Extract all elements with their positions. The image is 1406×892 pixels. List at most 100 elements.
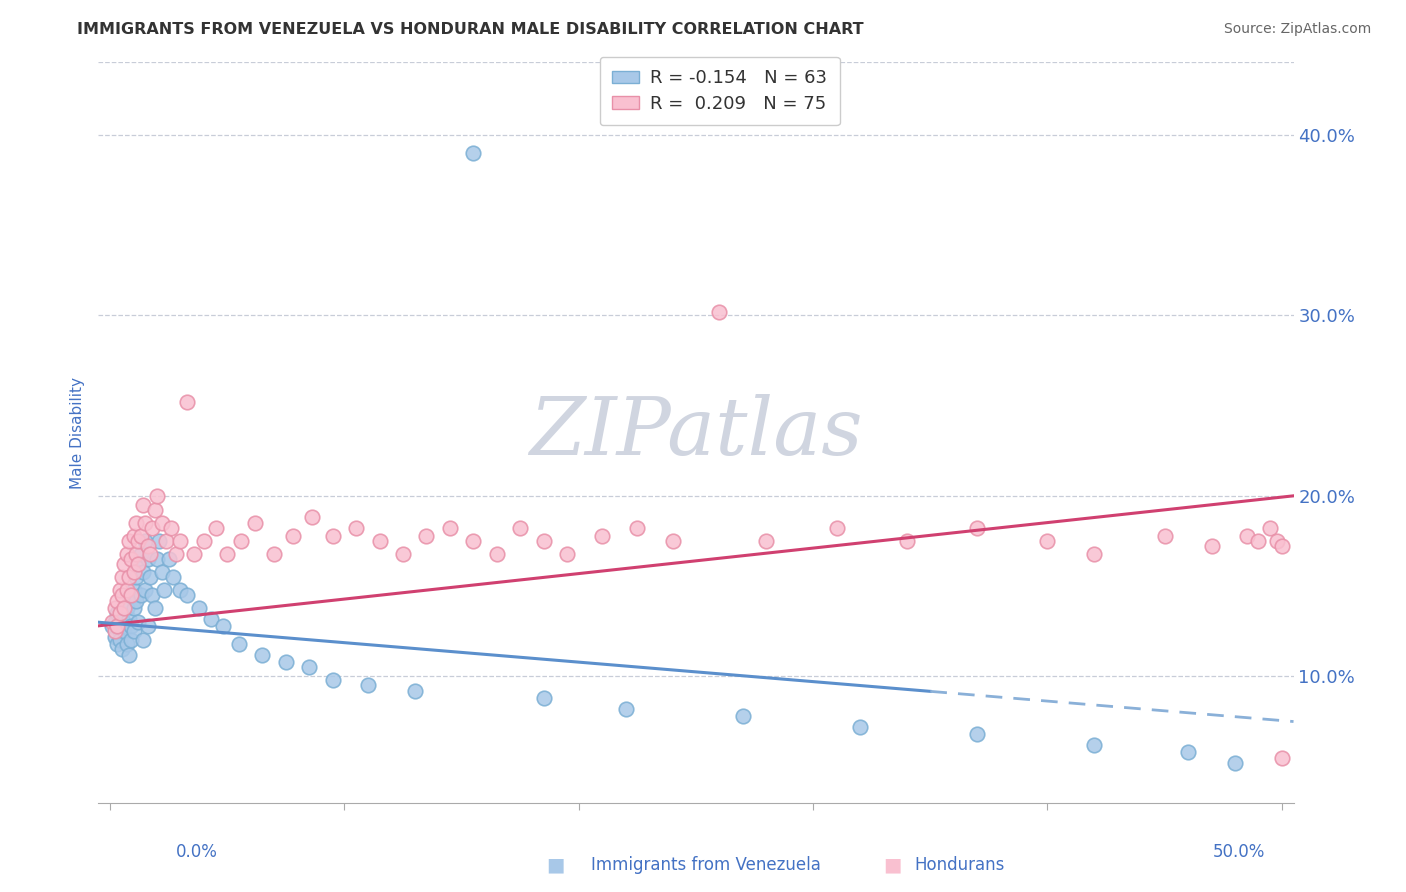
Text: Source: ZipAtlas.com: Source: ZipAtlas.com xyxy=(1223,22,1371,37)
Point xyxy=(533,691,555,706)
Point xyxy=(112,619,135,633)
Point xyxy=(141,521,163,535)
Point xyxy=(127,615,149,630)
Point xyxy=(115,637,138,651)
Point xyxy=(108,633,131,648)
Point xyxy=(112,624,135,639)
Point xyxy=(188,600,211,615)
Point xyxy=(463,533,485,548)
Point xyxy=(157,552,180,566)
Point xyxy=(176,588,198,602)
Point xyxy=(105,606,128,620)
Text: ■: ■ xyxy=(883,855,903,875)
Point xyxy=(1083,547,1105,561)
Point xyxy=(127,558,149,572)
Text: IMMIGRANTS FROM VENEZUELA VS HONDURAN MALE DISABILITY CORRELATION CHART: IMMIGRANTS FROM VENEZUELA VS HONDURAN MA… xyxy=(77,22,863,37)
Point xyxy=(344,521,367,535)
Point xyxy=(125,516,148,530)
Point xyxy=(136,619,159,633)
Point xyxy=(104,624,127,639)
Point xyxy=(125,547,148,561)
Point xyxy=(118,570,141,584)
Point xyxy=(122,600,145,615)
Point xyxy=(129,588,152,602)
Point xyxy=(439,521,461,535)
Point xyxy=(132,498,155,512)
Point xyxy=(392,547,415,561)
Point xyxy=(245,516,267,530)
Point xyxy=(153,582,176,597)
Point xyxy=(252,648,274,662)
Point xyxy=(111,642,134,657)
Point xyxy=(118,588,141,602)
Point xyxy=(626,521,648,535)
Point xyxy=(509,521,531,535)
Point xyxy=(112,558,135,572)
Text: Immigrants from Venezuela: Immigrants from Venezuela xyxy=(591,856,820,874)
Point xyxy=(122,582,145,597)
Point xyxy=(1177,745,1199,759)
Point xyxy=(322,673,344,687)
Text: 0.0%: 0.0% xyxy=(176,843,218,861)
Point xyxy=(1036,533,1059,548)
Point xyxy=(134,533,156,548)
Point xyxy=(404,683,426,698)
Point xyxy=(108,606,131,620)
Point xyxy=(125,570,148,584)
Point xyxy=(160,521,183,535)
Point xyxy=(132,565,155,579)
Point xyxy=(120,633,142,648)
Point xyxy=(111,612,134,626)
Text: ■: ■ xyxy=(546,855,565,875)
Point xyxy=(146,552,169,566)
Point xyxy=(105,619,128,633)
Point xyxy=(849,720,872,734)
Point xyxy=(112,600,135,615)
Point xyxy=(141,588,163,602)
Point xyxy=(966,727,988,741)
Point xyxy=(322,528,344,542)
Point xyxy=(1271,750,1294,764)
Point xyxy=(136,552,159,566)
Point xyxy=(122,624,145,639)
Point xyxy=(169,533,191,548)
Point xyxy=(211,619,233,633)
Y-axis label: Male Disability: Male Disability xyxy=(69,376,84,489)
Point xyxy=(118,612,141,626)
Point xyxy=(1265,533,1288,548)
Point xyxy=(136,540,159,554)
Point xyxy=(183,547,205,561)
Point xyxy=(614,702,637,716)
Point xyxy=(115,547,138,561)
Point xyxy=(127,558,149,572)
Point xyxy=(120,552,142,566)
Point xyxy=(204,521,226,535)
Point xyxy=(533,533,555,548)
Point xyxy=(274,655,297,669)
Point xyxy=(709,304,731,318)
Point xyxy=(150,516,173,530)
Point xyxy=(150,565,173,579)
Point xyxy=(896,533,918,548)
Point xyxy=(118,648,141,662)
Point xyxy=(1258,521,1281,535)
Point xyxy=(115,582,138,597)
Point xyxy=(122,528,145,542)
Point xyxy=(122,565,145,579)
Point xyxy=(104,630,127,644)
Point xyxy=(127,533,149,548)
Point xyxy=(165,547,187,561)
Text: ZIPatlas: ZIPatlas xyxy=(529,394,863,471)
Point xyxy=(176,395,198,409)
Point xyxy=(1271,540,1294,554)
Point xyxy=(217,547,239,561)
Point xyxy=(120,619,142,633)
Legend: R = -0.154   N = 63, R =  0.209   N = 75: R = -0.154 N = 63, R = 0.209 N = 75 xyxy=(600,57,839,125)
Point xyxy=(169,582,191,597)
Text: Hondurans: Hondurans xyxy=(914,856,1004,874)
Point xyxy=(1153,528,1175,542)
Point xyxy=(111,570,134,584)
Point xyxy=(125,593,148,607)
Point xyxy=(228,637,250,651)
Point xyxy=(104,600,127,615)
